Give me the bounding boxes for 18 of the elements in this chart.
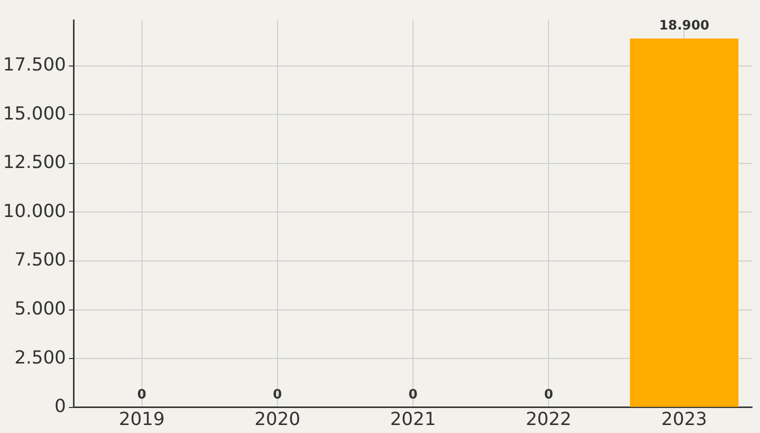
x-tick-label: 2020 — [254, 408, 300, 430]
data-label: 0 — [272, 387, 282, 402]
data-label: 0 — [408, 387, 418, 402]
y-tick-label: 10.000 — [3, 200, 66, 222]
y-tick-label: 17.500 — [3, 54, 66, 76]
y-tick-label: 0 — [54, 396, 66, 418]
y-tick-label: 12.500 — [3, 152, 66, 174]
y-tick-label: 2.500 — [14, 347, 66, 368]
data-label: 0 — [544, 387, 554, 402]
y-tick-label: 5.000 — [14, 298, 66, 320]
y-tick-label: 15.000 — [3, 103, 66, 124]
data-label: 18.900 — [659, 18, 710, 34]
data-label: 0 — [137, 387, 146, 402]
y-tick-label: 7.500 — [14, 250, 66, 271]
x-tick-label: 2023 — [661, 408, 708, 430]
x-tick-label: 2019 — [118, 408, 165, 430]
x-tick-label: 2022 — [526, 408, 572, 430]
x-tick-label: 2021 — [390, 408, 436, 430]
